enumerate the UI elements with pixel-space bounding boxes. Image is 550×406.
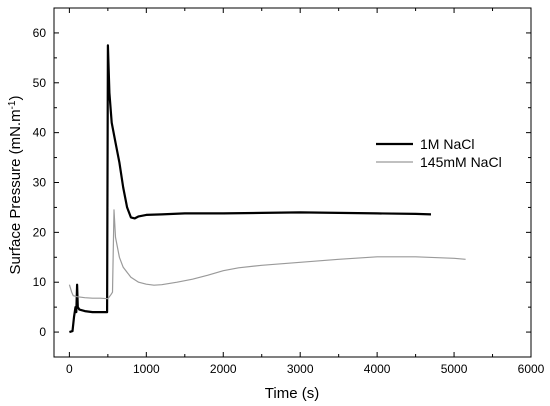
- x-tick-label: 3000: [287, 362, 314, 376]
- y-tick-label: 10: [33, 275, 47, 289]
- y-axis-label-close: ): [7, 96, 24, 101]
- y-axis: 0 10 20 30 40 50 60: [33, 26, 531, 339]
- x-tick-label: 6000: [518, 362, 545, 376]
- y-tick-label: 60: [33, 26, 47, 40]
- x-tick-label: 5000: [441, 362, 468, 376]
- x-axis: 0 1000 2000 3000 4000 5000 6000: [66, 8, 545, 376]
- y-axis-label-main: Surface Pressure (mN.m: [7, 109, 24, 274]
- plot-area-frame: [53, 7, 532, 358]
- y-tick-label: 40: [33, 126, 47, 140]
- x-tick-label: 2000: [210, 362, 237, 376]
- y-tick-label: 0: [39, 325, 46, 339]
- series-line-145mm-nacl: [68, 209, 466, 300]
- x-tick-label: 1000: [133, 362, 160, 376]
- x-tick-label: 4000: [364, 362, 391, 376]
- x-axis-label: Time (s): [265, 385, 319, 402]
- x-tick-label: 0: [66, 362, 73, 376]
- series-line-1m-nacl: [69, 44, 432, 334]
- y-tick-label: 50: [33, 76, 47, 90]
- y-axis-label-superscript: -1: [7, 100, 18, 109]
- y-tick-label: 20: [33, 225, 47, 239]
- series-lines: [68, 44, 466, 334]
- legend-label-145mm-nacl: 145mM NaCl: [420, 154, 502, 170]
- legend: 1M NaCl 145mM NaCl: [376, 136, 502, 170]
- y-tick-label: 30: [33, 176, 47, 190]
- y-axis-label: Surface Pressure (mN.m-1): [7, 96, 25, 275]
- legend-label-1m-nacl: 1M NaCl: [420, 136, 474, 152]
